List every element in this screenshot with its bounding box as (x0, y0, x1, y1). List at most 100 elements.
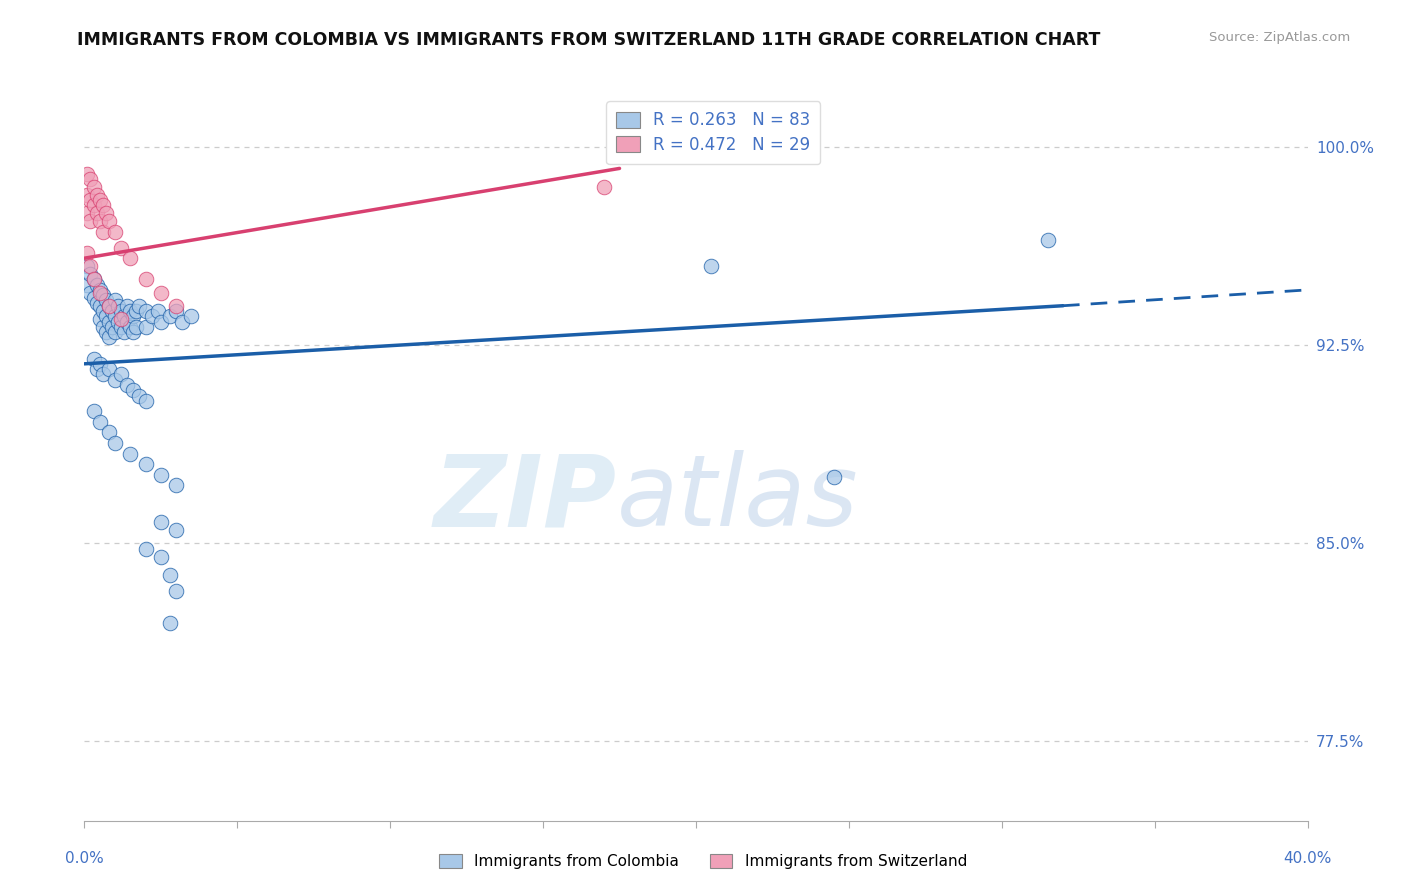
Point (97, 362, 120, 376)
Point (89, 283, 111, 297)
Point (94, 206, 117, 220)
Point (593, 180, 616, 194)
Legend: R = 0.263   N = 83, R = 0.472   N = 29: R = 0.263 N = 83, R = 0.472 N = 29 (606, 101, 820, 164)
Point (104, 225, 127, 239)
Text: atlas: atlas (616, 450, 858, 548)
Point (165, 478, 187, 492)
Point (83, 404, 105, 418)
Point (165, 299, 187, 313)
Point (149, 285, 172, 300)
Point (128, 388, 150, 402)
Point (76, 246, 98, 260)
Point (97, 315, 120, 329)
Point (97, 330, 120, 344)
Point (115, 299, 138, 313)
Point (94, 325, 117, 339)
Point (79, 172, 101, 186)
Point (135, 393, 157, 408)
Point (83, 272, 105, 286)
Point (115, 315, 138, 329)
Point (149, 515, 172, 529)
Point (146, 304, 169, 318)
Point (101, 319, 124, 334)
Point (104, 310, 127, 324)
Point (122, 383, 145, 397)
Point (91, 304, 114, 318)
Point (110, 368, 132, 382)
Point (107, 315, 129, 329)
Point (83, 180, 105, 194)
Point (112, 325, 135, 339)
Point (120, 251, 142, 265)
Point (76, 206, 98, 220)
Point (97, 299, 120, 313)
Point (79, 193, 101, 207)
Point (135, 541, 157, 556)
Text: ZIP: ZIP (433, 450, 616, 548)
Point (172, 315, 194, 329)
Point (125, 319, 148, 334)
Text: 0.0%: 0.0% (65, 851, 104, 866)
Point (125, 304, 148, 318)
Point (180, 310, 202, 324)
Point (91, 368, 114, 382)
Point (79, 214, 101, 228)
Point (91, 319, 114, 334)
Point (83, 351, 105, 366)
Point (159, 310, 181, 324)
Point (86, 187, 108, 202)
Point (89, 299, 111, 313)
Point (120, 447, 142, 461)
Point (120, 319, 142, 334)
Point (89, 357, 111, 371)
Point (1036, 233, 1059, 247)
Point (135, 272, 157, 286)
Point (76, 187, 98, 202)
Point (104, 325, 127, 339)
Point (89, 415, 111, 429)
Text: IMMIGRANTS FROM COLOMBIA VS IMMIGRANTS FROM SWITZERLAND 11TH GRADE CORRELATION C: IMMIGRANTS FROM COLOMBIA VS IMMIGRANTS F… (77, 31, 1101, 49)
Point (149, 549, 172, 564)
Point (97, 425, 120, 440)
Point (83, 272, 105, 286)
Point (104, 436, 127, 450)
Point (149, 315, 172, 329)
Point (823, 470, 845, 484)
Point (159, 568, 181, 582)
Point (112, 310, 135, 324)
Text: Source: ZipAtlas.com: Source: ZipAtlas.com (1209, 31, 1350, 45)
Point (120, 304, 142, 318)
Point (97, 214, 120, 228)
Point (79, 285, 101, 300)
Point (110, 304, 132, 318)
Point (86, 206, 108, 220)
Point (159, 615, 181, 630)
Point (135, 457, 157, 471)
Point (94, 310, 117, 324)
Point (91, 288, 114, 302)
Point (91, 198, 114, 212)
Point (89, 193, 111, 207)
Legend: Immigrants from Colombia, Immigrants from Switzerland: Immigrants from Colombia, Immigrants fro… (433, 848, 973, 875)
Point (101, 304, 124, 318)
Point (110, 319, 132, 334)
Point (122, 310, 145, 324)
Point (128, 299, 150, 313)
Point (141, 310, 163, 324)
Text: 40.0%: 40.0% (1284, 851, 1331, 866)
Point (104, 293, 127, 308)
Point (76, 259, 98, 273)
Point (135, 304, 157, 318)
Point (700, 259, 723, 273)
Point (97, 299, 120, 313)
Point (79, 267, 101, 281)
Point (115, 378, 138, 392)
Point (86, 296, 108, 310)
Point (165, 583, 187, 598)
Point (135, 319, 157, 334)
Point (83, 198, 105, 212)
Point (110, 241, 132, 255)
Point (86, 362, 108, 376)
Point (79, 259, 101, 273)
Point (110, 312, 132, 326)
